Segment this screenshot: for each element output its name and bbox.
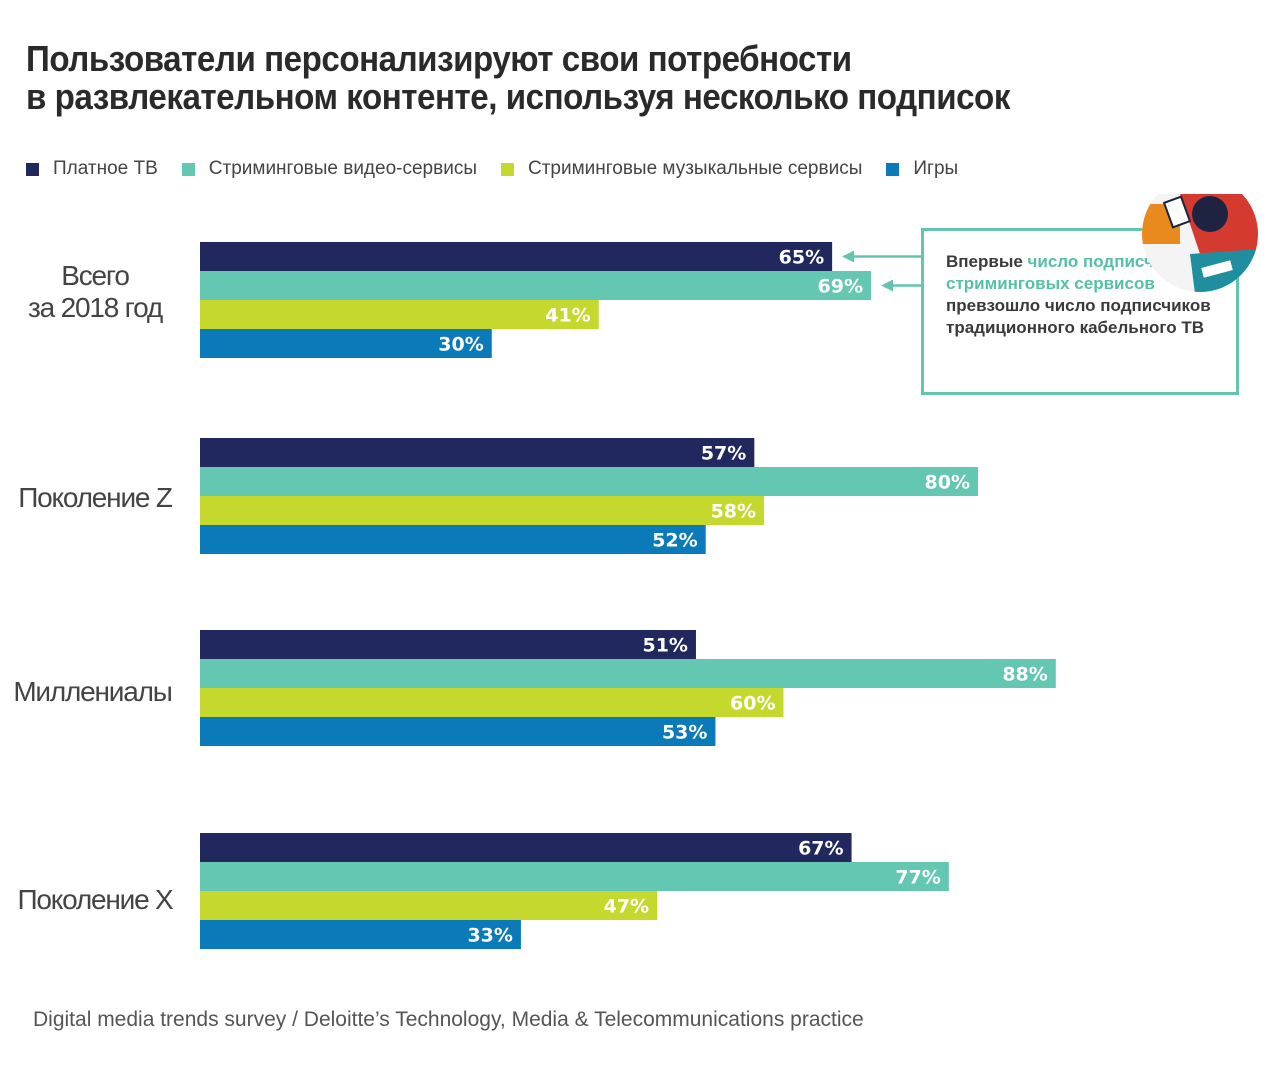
bar-value-label: 53% [662, 722, 707, 744]
bar-value-label: 47% [604, 896, 649, 918]
legend-item-music-streaming: Стриминговые музыкальные сервисы [500, 158, 863, 180]
bar [200, 329, 492, 358]
category-label-line: Всего [61, 260, 130, 291]
bar-value-label: 30% [438, 334, 483, 356]
legend-label: Платное ТВ [53, 158, 158, 179]
bar [200, 242, 833, 271]
bar [200, 862, 949, 891]
category-label: Миллениалы [0, 676, 185, 708]
legend-item-games: Игры [886, 158, 958, 180]
legend-label: Стриминговые видео-сервисы [208, 158, 477, 179]
callout-arrow-head-icon [842, 250, 855, 263]
bar-value-label: 88% [1002, 664, 1047, 686]
bar [200, 300, 599, 329]
source-note: Digital media trends survey / Deloitte’s… [33, 1008, 864, 1031]
bar [200, 688, 784, 717]
bar-value-label: 58% [711, 501, 756, 523]
bar-value-label: 67% [798, 838, 843, 860]
bar-value-label: 69% [818, 276, 863, 298]
category-label-line: Поколение Z [18, 482, 173, 513]
bar-value-label: 77% [895, 867, 940, 889]
category-label-line: Миллениалы [13, 676, 173, 707]
category-label-line: за 2018 год [28, 292, 163, 323]
category-label: Поколение Z [0, 482, 190, 514]
bar-value-label: 41% [545, 305, 590, 327]
bar-value-label: 80% [925, 472, 970, 494]
bar [200, 717, 716, 746]
bar [200, 525, 706, 554]
legend-swatch [886, 162, 900, 176]
bar [200, 891, 658, 920]
legend: Платное ТВ Стриминговые видео-сервисы Ст… [26, 158, 982, 180]
bar-value-label: 60% [730, 693, 775, 715]
callout-text-start: Впервые [946, 252, 1028, 271]
person-with-phone-illustration-icon [1142, 194, 1258, 292]
page-title: Пользователи персонализируют свои потреб… [26, 40, 1010, 116]
bar [200, 496, 765, 525]
bar [200, 630, 696, 659]
legend-label: Игры [913, 158, 959, 179]
title-line-2: в развлекательном контенте, используя не… [26, 76, 1010, 117]
bar-value-label: 52% [652, 530, 697, 552]
bar [200, 920, 521, 949]
bar [200, 833, 852, 862]
bar [200, 271, 872, 300]
legend-swatch [181, 162, 195, 176]
legend-label: Стриминговые музыкальные сервисы [527, 158, 863, 179]
category-label-line: Поколение X [17, 884, 173, 915]
bar-value-label: 65% [779, 247, 824, 269]
bar [200, 659, 1056, 688]
title-line-1: Пользователи персонализируют свои потреб… [26, 38, 852, 79]
legend-swatch [26, 162, 39, 176]
category-label: Поколение X [0, 884, 190, 916]
bar-value-label: 57% [701, 443, 746, 465]
bar-value-label: 33% [467, 925, 512, 947]
legend-item-pay-tv: Платное ТВ [26, 158, 158, 180]
bar [200, 438, 755, 467]
bar-value-label: 51% [642, 635, 687, 657]
category-label: Всего за 2018 год [0, 260, 190, 324]
legend-swatch [500, 162, 514, 176]
callout-text-end: превзошло число подписчиков традиционног… [946, 296, 1211, 337]
legend-item-video-streaming: Стриминговые видео-сервисы [181, 158, 477, 180]
bar [200, 467, 978, 496]
callout-arrow-head-icon [881, 279, 894, 292]
